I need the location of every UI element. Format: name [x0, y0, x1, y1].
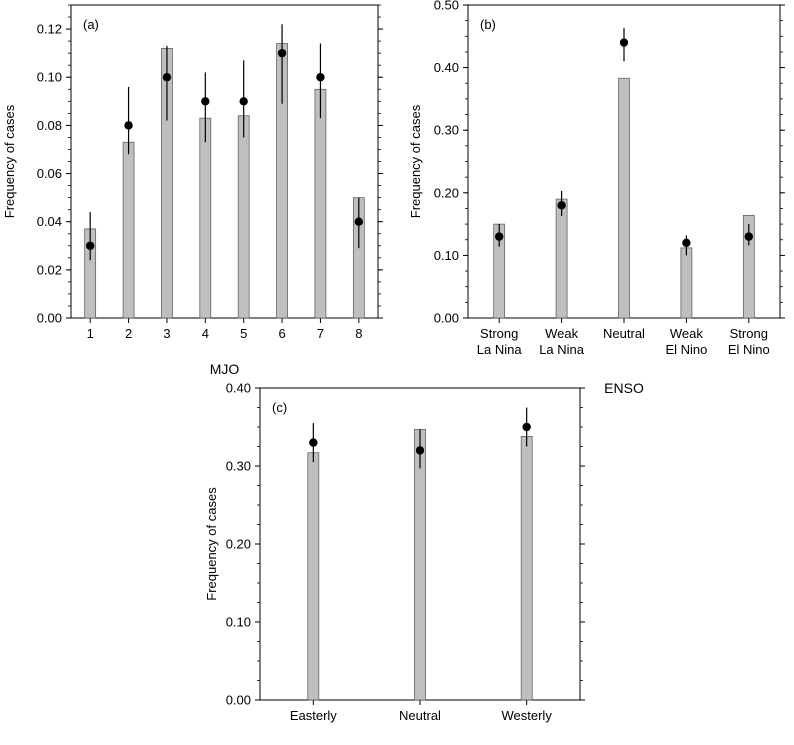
panel-c-bar: [307, 452, 320, 701]
panel-a-xtick-label: 7: [317, 326, 324, 341]
panel-a-xtick-label: 6: [278, 326, 285, 341]
panel-a-x-axis-title: MJO: [210, 361, 240, 377]
panel-a-point: [354, 217, 364, 226]
panel-a-point: [316, 73, 325, 82]
panel-c-point: [415, 446, 425, 455]
panel-b-ytick-label: 0.00: [434, 311, 459, 326]
panel-b-xtick-label: Weak El Nino: [665, 326, 707, 357]
panel-b-ytick-label: 0.20: [434, 185, 459, 200]
panel-c-xtick-label: Easterly: [290, 708, 337, 723]
panel-c-ytick-label: 0.40: [226, 381, 251, 396]
panel-b-point: [744, 232, 753, 241]
panel-a-bar: [237, 115, 250, 319]
panel-b-point: [557, 201, 566, 210]
panel-a-point: [201, 97, 210, 106]
panel-a-bar: [199, 117, 212, 319]
panel-b-xtick-label: Strong El Nino: [728, 326, 770, 357]
panel-a-point: [277, 48, 287, 58]
panel-b-xtick-label: Strong La Nina: [477, 326, 523, 357]
panel-b-ytick-label: 0.40: [434, 60, 459, 75]
panel-a-mjo: 0.00 0.02 0.04 0.06 0.08 0.10 0.12 1 2 3 4 5 6 7 8 (a) M…: [2, 4, 383, 377]
panel-a-ytick-label: 0.00: [37, 311, 62, 326]
panel-b-bar: [742, 214, 755, 319]
panel-c-qbo: 0.00 0.10 0.20 0.30 0.40 Easterly Neutral Weste…: [204, 381, 585, 723]
panel-a-point: [239, 97, 248, 106]
panel-c-ytick-label: 0.20: [226, 537, 251, 552]
panel-a-xtick-label: 3: [163, 326, 170, 341]
panel-a-xtick-label: 8: [355, 326, 362, 341]
panel-b-ytick-label: 0.50: [434, 0, 459, 13]
panel-c-ytick-label: 0.10: [226, 615, 251, 630]
panel-a-bar: [122, 141, 135, 319]
panel-b-point: [682, 238, 691, 248]
panel-a-y-axis-title: Frequency of cases: [2, 104, 17, 218]
panel-b-bar: [555, 198, 568, 319]
panel-a-ytick-label: 0.08: [37, 118, 62, 133]
panel-c-ytick-label: 0.30: [226, 459, 251, 474]
panel-a-xtick-label: 4: [202, 326, 209, 341]
panel-c-point: [522, 422, 531, 432]
panel-a-bar: [314, 88, 327, 319]
panel-c-xtick-label: Westerly: [502, 708, 553, 723]
panel-a-label: (a): [83, 17, 99, 32]
panel-c-label: (c): [272, 400, 287, 415]
panel-c-bar: [520, 436, 533, 701]
panel-c-y-axis-title: Frequency of cases: [204, 487, 219, 601]
panel-b-enso: 0.00 0.10 0.20 0.30 0.40 0.50 Strong La Nina Wea…: [408, 0, 785, 396]
panel-c-point: [309, 438, 318, 447]
panel-a-ytick-label: 0.12: [37, 22, 62, 37]
panel-a-xtick-label: 2: [125, 326, 132, 341]
panel-b-label: (b): [480, 17, 496, 32]
panel-a-ytick-label: 0.06: [37, 166, 62, 181]
panel-c-ytick-label: 0.00: [226, 693, 251, 708]
panel-b-point: [495, 232, 504, 241]
panel-b-y-axis-title: Frequency of cases: [408, 104, 423, 218]
panel-a-xtick-label: 5: [240, 326, 247, 341]
panel-a-point: [85, 241, 95, 250]
panel-a-plot-frame: [70, 4, 379, 319]
panel-b-x-axis-title: ENSO: [604, 380, 644, 396]
panel-a-ytick-label: 0.02: [37, 262, 62, 277]
panel-b-bar: [680, 247, 693, 319]
panel-a-point: [162, 73, 172, 82]
panel-b-ytick-label: 0.10: [434, 248, 459, 263]
panel-b-ytick-label: 0.30: [434, 123, 459, 138]
panel-a-ytick-label: 0.10: [37, 70, 62, 85]
panel-a-ytick-label: 0.04: [37, 214, 62, 229]
panel-a-xtick-label: 1: [87, 326, 94, 341]
panel-b-point: [619, 38, 629, 47]
panel-a-point: [124, 121, 133, 130]
panel-c-xtick-label: Neutral: [399, 708, 441, 723]
panel-c-bar: [414, 428, 426, 701]
panel-b-xtick-label: Neutral: [603, 326, 645, 341]
panel-b-bar: [618, 77, 630, 319]
panel-b-xtick-label: Weak La Nina: [539, 326, 585, 357]
